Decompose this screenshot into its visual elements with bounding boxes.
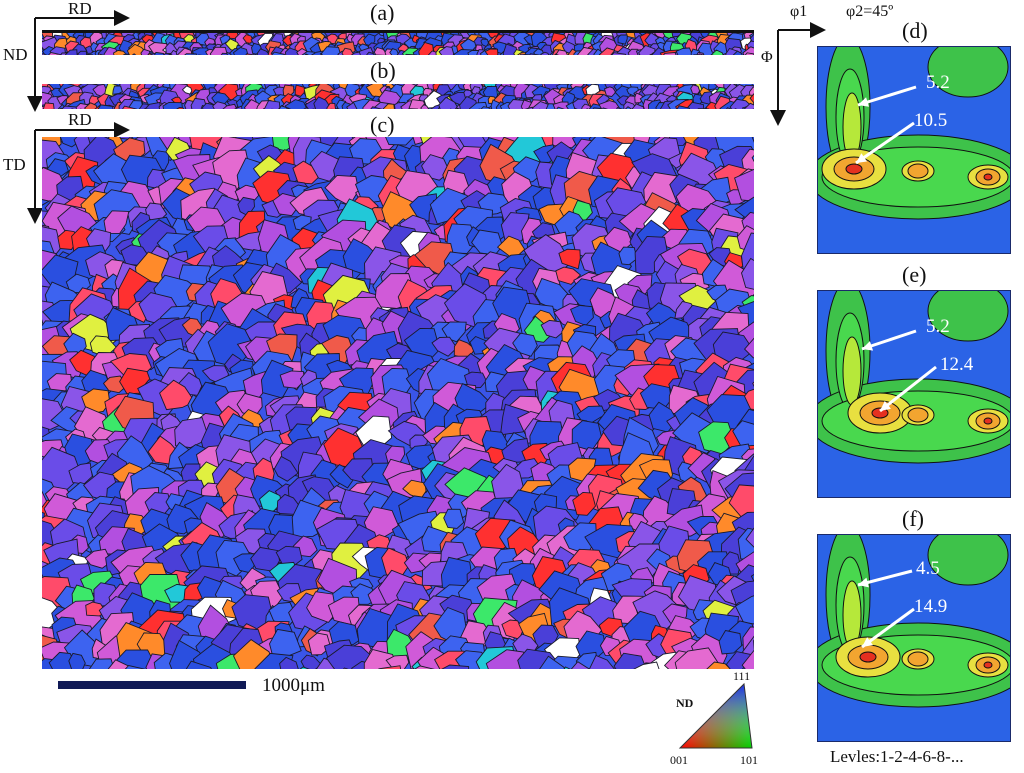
- ipf-key-001: 001: [670, 753, 688, 767]
- axis-phi2: φ2=45º: [846, 3, 894, 20]
- axis-phi1: φ1: [790, 3, 808, 20]
- odf-section-f: 4.5 14.9: [817, 534, 1011, 742]
- odf-e-high-value: 12.4: [940, 354, 974, 375]
- panel-label-a: (a): [370, 0, 395, 25]
- ipf-key-111: 111: [733, 669, 751, 683]
- axis-rd-mid: RD: [68, 110, 92, 129]
- ipf-key-title: ND: [676, 696, 694, 710]
- ebsd-map-c: [42, 137, 754, 669]
- ipf-key-101: 101: [740, 753, 758, 767]
- axis-nd: ND: [3, 45, 28, 64]
- panel-label-d: (d): [902, 18, 928, 43]
- axis-td: TD: [3, 155, 26, 174]
- panel-label-b: (b): [370, 58, 396, 83]
- odf-e-low-value: 5.2: [926, 316, 950, 337]
- odf-section-e: 5.2 12.4: [817, 290, 1011, 498]
- odf-section-d: 5.2 10.5: [817, 46, 1011, 254]
- ebsd-map-a: [42, 30, 754, 55]
- odf-d-high-value: 10.5: [914, 110, 948, 131]
- odf-f-low-value: 4.5: [916, 558, 940, 579]
- ebsd-map-b: [42, 84, 754, 109]
- odf-levels-caption: Levles:1-2-4-6-8-...: [830, 747, 964, 766]
- panel-label-f: (f): [902, 506, 924, 531]
- axis-rd-top: RD: [68, 0, 92, 18]
- scale-bar: [58, 681, 246, 689]
- scale-bar-label: 1000μm: [262, 675, 325, 696]
- panel-label-e: (e): [902, 262, 927, 287]
- odf-f-high-value: 14.9: [914, 596, 948, 617]
- odf-axis-arrows: [770, 22, 826, 126]
- axis-Phi: Φ: [761, 49, 773, 66]
- axis-arrows: [27, 10, 130, 224]
- ipf-color-key: [678, 682, 753, 749]
- odf-d-low-value: 5.2: [926, 72, 950, 93]
- panel-label-c: (c): [370, 112, 395, 137]
